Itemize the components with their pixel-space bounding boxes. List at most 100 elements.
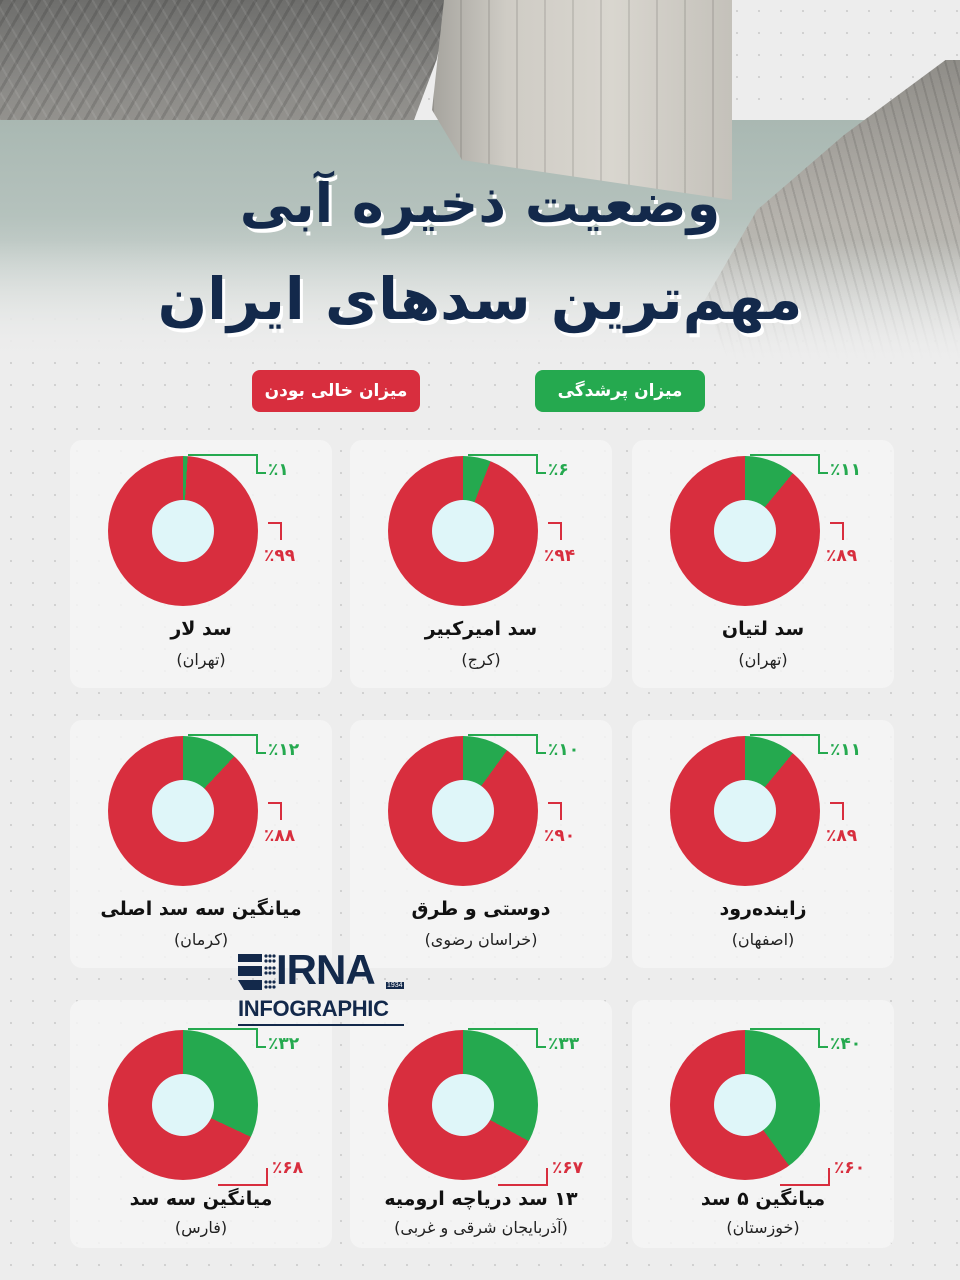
empty-percent: ٪۶۰ xyxy=(834,1158,866,1178)
dam-card: ٪۳۲ ٪۶۸ میانگین سه سد (فارس) xyxy=(70,1000,332,1248)
dam-region: (اصفهان) xyxy=(731,930,795,949)
empty-leader-line xyxy=(830,522,844,540)
dam-card: ٪۶ ٪۹۴ سد امیرکبیر (کرج) xyxy=(350,440,612,688)
empty-leader-line xyxy=(548,522,562,540)
empty-percent: ٪۹۴ xyxy=(544,546,576,566)
dam-region: (آذربایجان شرقی و غربی) xyxy=(394,1218,568,1237)
hero-fade xyxy=(0,240,960,360)
full-percent: ٪۱۲ xyxy=(268,740,300,760)
empty-percent: ٪۶۷ xyxy=(552,1158,584,1178)
empty-leader-line xyxy=(268,522,282,540)
full-percent: ٪۳۲ xyxy=(268,1034,300,1054)
logo-underline xyxy=(238,1024,404,1026)
empty-leader-line xyxy=(548,802,562,820)
full-leader-tail xyxy=(256,752,266,754)
full-percent: ٪۱۰ xyxy=(548,740,580,760)
empty-percent: ٪۶۸ xyxy=(272,1158,304,1178)
dam-name: دوستی و طرق xyxy=(411,898,551,920)
full-percent: ٪۳۳ xyxy=(548,1034,580,1054)
full-leader-tail xyxy=(536,752,546,754)
empty-percent: ٪۸۹ xyxy=(826,546,858,566)
dam-region: (کرمان) xyxy=(173,930,229,949)
legend-fullness: میزان پرشدگی xyxy=(535,370,705,412)
donut-chart xyxy=(670,1030,820,1180)
empty-leader-line xyxy=(268,802,282,820)
full-leader-line xyxy=(188,734,258,754)
full-leader-line xyxy=(750,734,820,754)
empty-percent: ٪۹۰ xyxy=(544,826,576,846)
donut-chart xyxy=(108,1030,258,1180)
dam-region: (کرج) xyxy=(461,650,501,669)
full-leader-line xyxy=(468,734,538,754)
full-leader-line xyxy=(468,1028,538,1048)
donut-hole xyxy=(432,500,494,562)
donut-chart xyxy=(108,456,258,606)
irna-infographic-logo: IRNA 1934 INFOGRAPHIC xyxy=(236,946,406,1026)
dam-region: (خوزستان) xyxy=(726,1218,800,1237)
empty-percent: ٪۸۸ xyxy=(264,826,296,846)
dam-card: ٪۴۰ ٪۶۰ میانگین ۵ سد (خوزستان) xyxy=(632,1000,894,1248)
dam-region: (خراسان رضوی) xyxy=(424,930,538,949)
legend-emptiness: میزان خالی بودن xyxy=(252,370,420,412)
logo-subtitle: INFOGRAPHIC xyxy=(238,996,389,1021)
dam-region: (فارس) xyxy=(174,1218,228,1237)
full-leader-tail xyxy=(818,472,828,474)
full-percent: ٪۱۱ xyxy=(830,740,862,760)
dam-region: (تهران) xyxy=(176,650,226,669)
donut-chart xyxy=(108,736,258,886)
empty-percent: ٪۹۹ xyxy=(264,546,296,566)
dam-name: میانگین ۵ سد xyxy=(700,1188,826,1210)
full-percent: ٪۱۱ xyxy=(830,460,862,480)
dam-name: ۱۳ سد دریاچه ارومیه xyxy=(384,1188,578,1210)
donut-chart xyxy=(670,456,820,606)
donut-chart xyxy=(388,456,538,606)
dam-card: ٪۳۳ ٪۶۷ ۱۳ سد دریاچه ارومیه (آذربایجان شرقی… xyxy=(350,1000,612,1248)
full-leader-tail xyxy=(818,1046,828,1048)
donut-chart xyxy=(388,736,538,886)
donut-hole xyxy=(714,500,776,562)
donut-hole xyxy=(714,780,776,842)
donut-hole xyxy=(152,780,214,842)
full-leader-tail xyxy=(536,1046,546,1048)
dam-name: میانگین سه سد xyxy=(129,1188,273,1210)
full-leader-tail xyxy=(536,472,546,474)
full-leader-line xyxy=(188,454,258,474)
irna-emblem-icon xyxy=(238,954,276,990)
title-line-2: مهم‌ترین سدهای ایران xyxy=(157,265,803,333)
logo-year: 1934 xyxy=(386,982,404,989)
full-leader-line xyxy=(750,1028,820,1048)
dam-card: ٪۱۲ ٪۸۸ میانگین سه سد اصلی (کرمان) xyxy=(70,720,332,968)
empty-percent: ٪۸۹ xyxy=(826,826,858,846)
full-leader-line xyxy=(468,454,538,474)
donut-hole xyxy=(432,780,494,842)
donut-hole xyxy=(432,1074,494,1136)
donut-chart xyxy=(670,736,820,886)
dam-name: زاینده‌رود xyxy=(719,898,807,920)
dam-card: ٪۱ ٪۹۹ سد لار (تهران) xyxy=(70,440,332,688)
rock-cliff-left xyxy=(0,0,450,138)
full-leader-tail xyxy=(256,1046,266,1048)
empty-leader-line xyxy=(780,1168,830,1186)
donut-hole xyxy=(714,1074,776,1136)
full-percent: ٪۶ xyxy=(548,460,569,480)
donut-hole xyxy=(152,500,214,562)
dam-card: ٪۱۰ ٪۹۰ دوستی و طرق (خراسان رضوی) xyxy=(350,720,612,968)
empty-leader-line xyxy=(498,1168,548,1186)
dam-card: ٪۱۱ ٪۸۹ سد لتیان (تهران) xyxy=(632,440,894,688)
hero-dam-photo xyxy=(0,0,960,360)
full-leader-line xyxy=(750,454,820,474)
logo-brand: IRNA xyxy=(276,946,376,993)
empty-leader-line xyxy=(830,802,844,820)
donut-chart xyxy=(388,1030,538,1180)
title-line-1: وضعیت ذخیره آبی xyxy=(239,172,721,235)
donut-hole xyxy=(152,1074,214,1136)
dam-name: سد لتیان xyxy=(721,618,805,640)
dam-card: ٪۱۱ ٪۸۹ زاینده‌رود (اصفهان) xyxy=(632,720,894,968)
full-percent: ٪۴۰ xyxy=(830,1034,862,1054)
full-leader-tail xyxy=(818,752,828,754)
empty-leader-line xyxy=(218,1168,268,1186)
full-percent: ٪۱ xyxy=(268,460,289,480)
dam-name: سد لار xyxy=(170,618,232,640)
full-leader-tail xyxy=(256,472,266,474)
dam-name: میانگین سه سد اصلی xyxy=(100,898,302,920)
